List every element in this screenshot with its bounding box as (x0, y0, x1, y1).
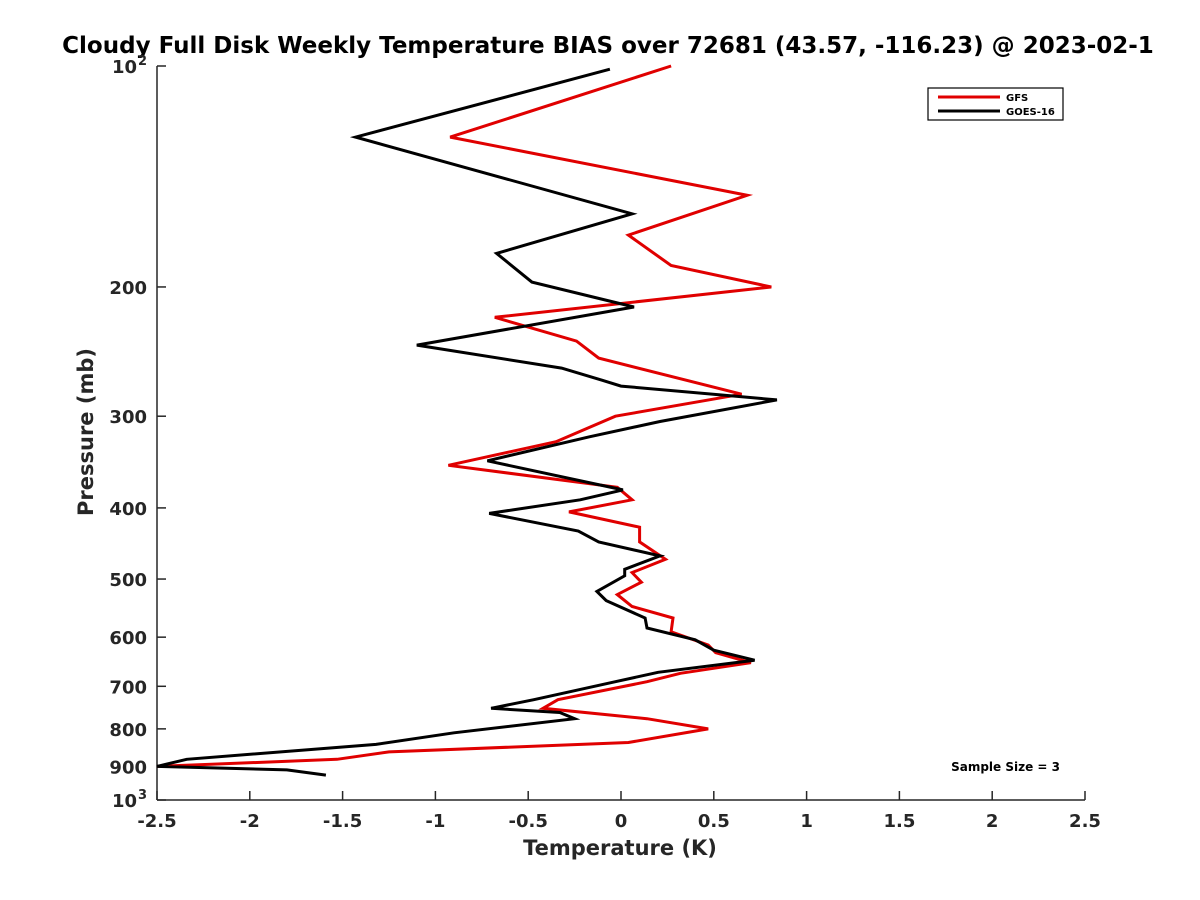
y-tick-label: 500 (109, 570, 147, 591)
x-tick-label: 0 (615, 811, 628, 832)
series-line-gfs (156, 64, 772, 768)
y-tick-label: 10 (112, 57, 137, 78)
axes: -2.5 -2 -1.5 -1 -0.5 0 0.5 1 1.5 2 2.510 2200300400… (109, 54, 1101, 832)
y-tick-exponent: 2 (138, 54, 147, 69)
y-axis-label: Pressure (mb) (74, 348, 98, 516)
x-tick-label: 1.5 (883, 811, 915, 832)
x-tick-label: 0.5 (698, 811, 730, 832)
x-tick-label: 2.5 (1069, 811, 1101, 832)
legend-box (927, 87, 1064, 121)
x-tick-label: -0.5 (509, 811, 548, 832)
series-layer (156, 64, 778, 777)
y-tick-label: 600 (109, 628, 147, 649)
series-line-goes-16 (156, 67, 778, 777)
x-axis-label: Temperature (K) (523, 836, 717, 860)
legend-label: GFS (1006, 93, 1028, 104)
y-tick-label: 800 (109, 720, 147, 741)
y-tick-label: 700 (109, 677, 147, 698)
x-tick-label: -1 (425, 811, 445, 832)
y-tick-label: 200 (109, 278, 147, 299)
x-tick-label: 2 (986, 811, 999, 832)
y-tick-label: 900 (109, 757, 147, 778)
x-tick-label: -2.5 (137, 811, 176, 832)
legend-label: GOES-16 (1006, 107, 1055, 118)
chart-title: Cloudy Full Disk Weekly Temperature BIAS… (62, 33, 1154, 59)
x-tick-label: -1.5 (323, 811, 362, 832)
legend: GFS GOES-16 (927, 87, 1064, 121)
x-tick-label: -2 (240, 811, 260, 832)
sample-size-annotation: Sample Size = 3 (951, 760, 1060, 774)
y-tick-label: 300 (109, 407, 147, 428)
y-tick-label: 10 (112, 791, 137, 812)
x-tick-label: 1 (800, 811, 813, 832)
y-tick-exponent: 3 (138, 788, 147, 803)
y-tick-label: 400 (109, 499, 147, 520)
